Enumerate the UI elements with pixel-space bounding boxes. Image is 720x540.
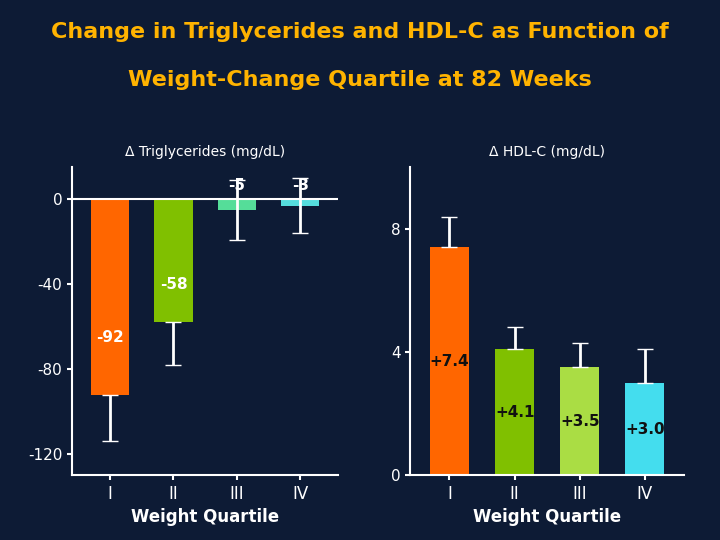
Text: +4.1: +4.1 bbox=[495, 404, 534, 420]
Bar bbox=[282, 199, 320, 206]
X-axis label: Weight Quartile: Weight Quartile bbox=[473, 509, 621, 526]
Text: +3.0: +3.0 bbox=[625, 422, 665, 436]
Text: +7.4: +7.4 bbox=[430, 354, 469, 369]
X-axis label: Weight Quartile: Weight Quartile bbox=[131, 509, 279, 526]
Bar bbox=[495, 349, 534, 475]
Title: Δ HDL-C (mg/dL): Δ HDL-C (mg/dL) bbox=[489, 145, 606, 159]
Text: +3.5: +3.5 bbox=[560, 414, 600, 429]
Bar bbox=[560, 368, 599, 475]
Bar bbox=[218, 199, 256, 210]
Text: -58: -58 bbox=[160, 276, 187, 292]
Bar bbox=[430, 247, 469, 475]
Title: Δ Triglycerides (mg/dL): Δ Triglycerides (mg/dL) bbox=[125, 145, 285, 159]
Text: -5: -5 bbox=[228, 178, 246, 193]
Text: -3: -3 bbox=[292, 178, 309, 193]
Bar bbox=[91, 199, 129, 395]
Text: Change in Triglycerides and HDL-C as Function of: Change in Triglycerides and HDL-C as Fun… bbox=[51, 22, 669, 42]
Text: Weight-Change Quartile at 82 Weeks: Weight-Change Quartile at 82 Weeks bbox=[128, 70, 592, 90]
Bar bbox=[155, 199, 192, 322]
Text: -92: -92 bbox=[96, 330, 124, 345]
Bar bbox=[626, 383, 665, 475]
